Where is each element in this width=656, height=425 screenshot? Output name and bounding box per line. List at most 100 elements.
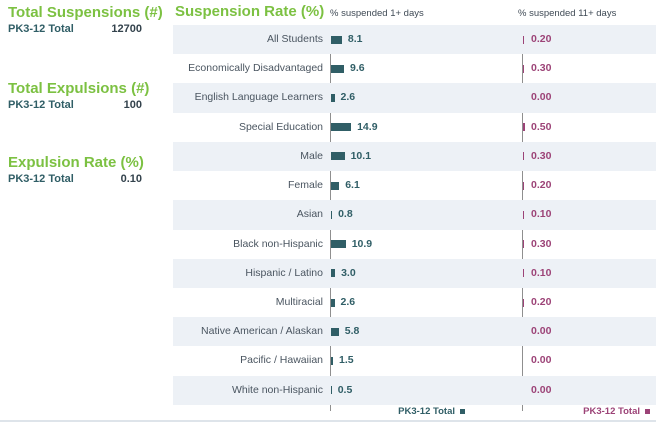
suspension-1plus-value: 5.8 bbox=[344, 325, 360, 338]
category-label: Pacific / Hawaiian bbox=[240, 354, 323, 367]
suspension-1plus-value: 2.6 bbox=[340, 91, 356, 104]
legend-1plus[interactable]: PK3-12 Total bbox=[330, 404, 465, 420]
category-label: Hispanic / Latino bbox=[245, 266, 323, 279]
stat-row-value: 0.10 bbox=[120, 173, 142, 185]
suspension-11plus-value: 0.30 bbox=[531, 62, 552, 75]
suspension-1plus-value: 0.8 bbox=[338, 208, 353, 221]
suspension-11plus-value: 0.30 bbox=[531, 237, 552, 250]
stat-row-value: 12700 bbox=[111, 23, 142, 35]
suspension-1plus-bar[interactable] bbox=[331, 123, 352, 132]
suspension-11plus-value: 0.20 bbox=[531, 295, 552, 308]
suspension-11plus-value: 0.20 bbox=[531, 179, 552, 192]
suspension-1plus-value: 9.6 bbox=[350, 62, 365, 75]
stat-title: Total Suspensions (#) bbox=[8, 4, 163, 21]
table-row: Pacific / Hawaiian 1.5 0.00 bbox=[173, 346, 656, 375]
suspension-1plus-value: 3.0 bbox=[341, 266, 356, 279]
chart-title: Suspension Rate (%) bbox=[175, 3, 325, 20]
suspension-1plus-bar[interactable] bbox=[331, 269, 336, 278]
suspension-1plus-bar[interactable] bbox=[331, 64, 344, 73]
table-row: Economically Disadvantaged 9.6 0.30 bbox=[173, 54, 656, 83]
legend-swatch-icon bbox=[645, 409, 650, 414]
stats-sidebar: Total Suspensions (#) PK3-12 Total 12700… bbox=[0, 0, 170, 425]
suspension-11plus-bar[interactable] bbox=[523, 240, 524, 249]
stat-row: PK3-12 Total 12700 bbox=[8, 23, 142, 35]
suspension-1plus-bar[interactable] bbox=[331, 240, 346, 249]
category-label: All Students bbox=[266, 33, 323, 45]
stat-row-label: PK3-12 Total bbox=[8, 23, 74, 35]
stat-row-label: PK3-12 Total bbox=[8, 99, 74, 111]
suspension-11plus-bar[interactable] bbox=[523, 298, 524, 307]
suspension-11plus-bar[interactable] bbox=[523, 35, 524, 44]
legend-11plus[interactable]: PK3-12 Total bbox=[583, 404, 650, 420]
column-header-11plus: % suspended 11+ days bbox=[518, 8, 617, 19]
category-label: Special Education bbox=[238, 120, 323, 133]
category-label: Male bbox=[300, 149, 323, 162]
suspension-1plus-bar[interactable] bbox=[331, 181, 340, 190]
table-row: All Students 8.1 0.20 bbox=[173, 25, 656, 55]
suspension-11plus-bar[interactable] bbox=[523, 152, 524, 161]
suspension-1plus-bar[interactable] bbox=[331, 210, 333, 219]
suspension-1plus-value: 14.9 bbox=[357, 120, 378, 133]
stat-total-expulsions: Total Expulsions (#) PK3-12 Total 100 bbox=[8, 80, 158, 111]
table-row: Female 6.1 0.20 bbox=[173, 171, 656, 200]
table-row: Black non-Hispanic 10.9 0.30 bbox=[173, 230, 656, 259]
stat-title: Expulsion Rate (%) bbox=[8, 154, 144, 171]
suspension-1plus-bar[interactable] bbox=[331, 298, 335, 307]
category-label: English Language Learners bbox=[194, 91, 323, 104]
suspension-1plus-value: 1.5 bbox=[339, 354, 354, 367]
suspension-1plus-value: 10.1 bbox=[350, 149, 372, 162]
suspension-1plus-bar[interactable] bbox=[331, 152, 345, 161]
bottom-border bbox=[0, 420, 656, 422]
suspension-1plus-bar[interactable] bbox=[331, 386, 332, 395]
suspension-1plus-value: 10.9 bbox=[351, 237, 373, 250]
stat-row-label: PK3-12 Total bbox=[8, 173, 74, 185]
category-label: Multiracial bbox=[275, 295, 323, 308]
stat-total-suspensions: Total Suspensions (#) PK3-12 Total 12700 bbox=[8, 4, 163, 35]
suspension-11plus-value: 0.10 bbox=[531, 266, 552, 279]
table-row: Native American / Alaskan 5.8 0.00 bbox=[173, 317, 656, 347]
suspension-1plus-bar[interactable] bbox=[331, 94, 335, 103]
category-label: Economically Disadvantaged bbox=[188, 62, 323, 75]
table-row: Hispanic / Latino 3.0 0.10 bbox=[173, 258, 656, 288]
legend-swatch-icon bbox=[460, 409, 465, 414]
table-row: Special Education 14.9 0.50 bbox=[173, 113, 656, 142]
table-row: Multiracial 2.6 0.20 bbox=[173, 288, 656, 317]
table-row: White non-Hispanic 0.5 0.00 bbox=[173, 375, 656, 405]
table-row: English Language Learners 2.6 0.00 bbox=[173, 83, 656, 113]
suspension-1plus-bar[interactable] bbox=[331, 35, 342, 44]
suspension-1plus-value: 0.5 bbox=[337, 383, 353, 396]
suspension-11plus-value: 0.50 bbox=[531, 120, 552, 133]
stat-row: PK3-12 Total 100 bbox=[8, 99, 142, 111]
suspension-1plus-bar[interactable] bbox=[331, 327, 339, 336]
category-label: Asian bbox=[296, 208, 323, 221]
suspension-11plus-value: 0.00 bbox=[531, 354, 552, 367]
column-header-1plus: % suspended 1+ days bbox=[330, 8, 424, 19]
legend-label: PK3-12 Total bbox=[583, 406, 640, 417]
suspension-1plus-value: 6.1 bbox=[345, 179, 360, 192]
suspension-11plus-value: 0.30 bbox=[531, 149, 552, 162]
suspension-11plus-value: 0.00 bbox=[531, 383, 552, 396]
suspension-1plus-value: 8.1 bbox=[347, 33, 363, 45]
suspension-11plus-value: 0.20 bbox=[531, 33, 552, 45]
suspension-1plus-value: 2.6 bbox=[340, 295, 356, 308]
category-label: Black non-Hispanic bbox=[233, 237, 323, 250]
suspension-11plus-value: 0.00 bbox=[531, 325, 552, 338]
suspension-rate-chart: Suspension Rate (%) % suspended 1+ days … bbox=[173, 0, 656, 425]
suspension-11plus-value: 0.00 bbox=[531, 91, 552, 104]
category-label: White non-Hispanic bbox=[231, 383, 323, 396]
legend-label: PK3-12 Total bbox=[398, 406, 455, 417]
table-row: Male 10.1 0.30 bbox=[173, 141, 656, 172]
table-row: Asian 0.8 0.10 bbox=[173, 200, 656, 230]
stat-row: PK3-12 Total 0.10 bbox=[8, 173, 142, 185]
category-label: Native American / Alaskan bbox=[201, 325, 323, 338]
suspension-1plus-bar[interactable] bbox=[331, 357, 333, 365]
rows: All Students 8.1 0.20 Economically Disad… bbox=[173, 25, 656, 405]
suspension-11plus-bar[interactable] bbox=[523, 64, 524, 73]
suspension-11plus-value: 0.10 bbox=[531, 208, 552, 221]
stat-expulsion-rate: Expulsion Rate (%) PK3-12 Total 0.10 bbox=[8, 154, 158, 185]
suspension-11plus-bar[interactable] bbox=[523, 123, 525, 132]
category-label: Female bbox=[287, 179, 323, 192]
stat-row-value: 100 bbox=[123, 99, 142, 111]
suspension-11plus-bar[interactable] bbox=[523, 181, 524, 190]
